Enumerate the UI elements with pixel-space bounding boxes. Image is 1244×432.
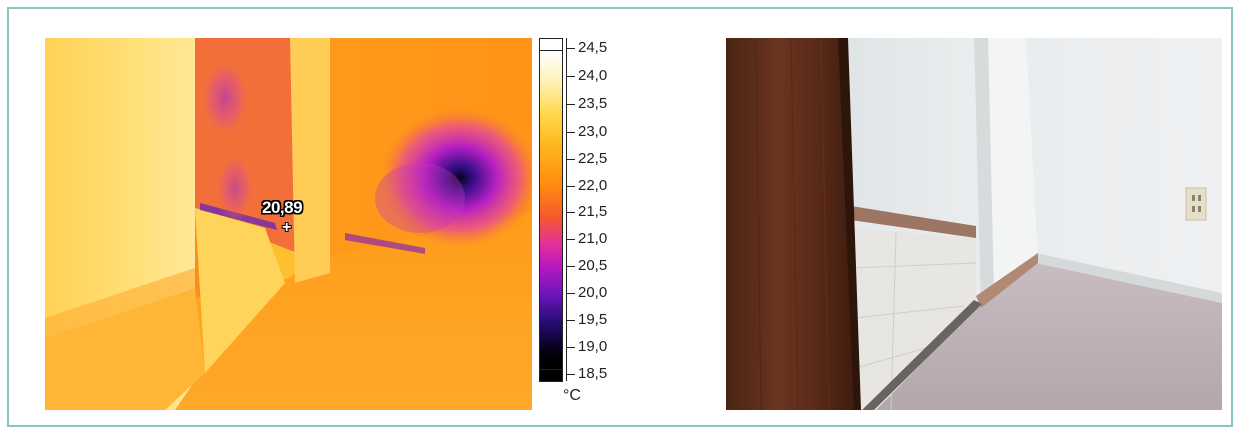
scale-label: 21,5 [578, 202, 608, 220]
scale-label: 20,0 [578, 283, 608, 301]
scale-bracket [566, 38, 567, 381]
scale-label: 22,0 [578, 176, 608, 194]
scale-label: 18,5 [578, 364, 608, 382]
thermal-image [45, 38, 532, 410]
scale-label: 19,0 [578, 337, 608, 355]
scale-label: 23,5 [578, 94, 608, 112]
scale-label: 19,5 [578, 310, 608, 328]
temperature-scale-ticks: 24,5 24,0 23,5 23,0 22,5 22,0 21,5 21,0 … [566, 38, 626, 382]
scale-label: 23,0 [578, 122, 608, 140]
spot-temperature-readout: 20,89 [262, 198, 303, 217]
temperature-unit-label: °C [563, 387, 581, 404]
temperature-color-scale [539, 38, 563, 382]
closet-doorway-photo [726, 38, 1222, 410]
scale-label: 22,5 [578, 149, 608, 167]
crosshair-icon: + [282, 219, 292, 236]
scale-label: 24,5 [578, 38, 608, 56]
scale-label: 24,0 [578, 66, 608, 84]
scale-label: 20,5 [578, 256, 608, 274]
scale-label: 21,0 [578, 229, 608, 247]
